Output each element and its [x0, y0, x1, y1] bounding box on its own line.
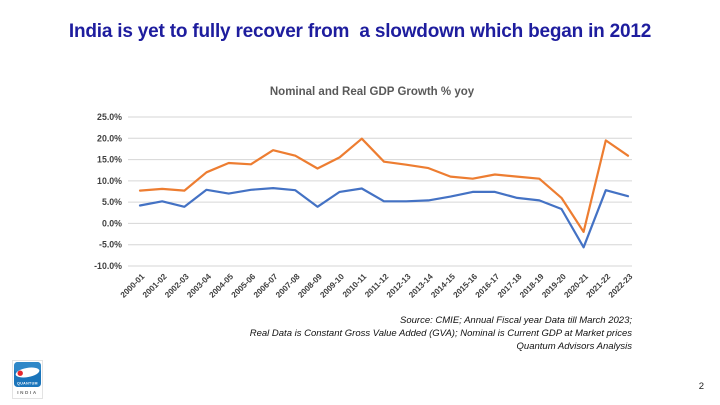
page-number: 2: [698, 381, 704, 392]
y-tick-label: 15.0%: [97, 155, 122, 165]
slide-title: India is yet to fully recover from a slo…: [68, 21, 652, 42]
logo-text-india: INDIA: [17, 390, 38, 395]
chart-series-lines: [138, 137, 630, 249]
nominal-gdp-line: [138, 137, 630, 233]
y-tick-label: -5.0%: [99, 240, 122, 250]
source-note-line: Source: CMIE; Annual Fiscal year Data ti…: [400, 315, 632, 326]
quantum-india-logo: QUANTUM INDIA: [12, 360, 43, 399]
y-tick-label: 20.0%: [97, 133, 122, 143]
real-gdp-line: [138, 187, 630, 249]
source-note: Source: CMIE; Annual Fiscal year Data ti…: [250, 314, 632, 353]
y-tick-label: 25.0%: [97, 112, 122, 122]
y-tick-label: 5.0%: [102, 197, 122, 207]
x-tick-label: 2022-23: [607, 272, 635, 300]
logo-red-dot: [17, 370, 23, 376]
chart-gridlines: [128, 116, 632, 267]
y-axis-labels: 25.0% 20.0% 15.0% 10.0% 5.0% 0.0% -5.0% -10.0%: [94, 112, 122, 271]
y-tick-label: 0.0%: [102, 218, 122, 228]
logo-text-quantum: QUANTUM: [17, 382, 38, 386]
x-axis-labels: 2000-012001-022002-032003-042004-052005-…: [119, 272, 635, 300]
y-tick-label: 10.0%: [97, 176, 122, 186]
source-note-line: Quantum Advisors Analysis: [516, 341, 632, 352]
source-note-line: Real Data is Constant Gross Value Added …: [249, 328, 632, 339]
chart-title: Nominal and Real GDP Growth % yoy: [270, 86, 475, 98]
y-tick-label: -10.0%: [94, 261, 122, 271]
